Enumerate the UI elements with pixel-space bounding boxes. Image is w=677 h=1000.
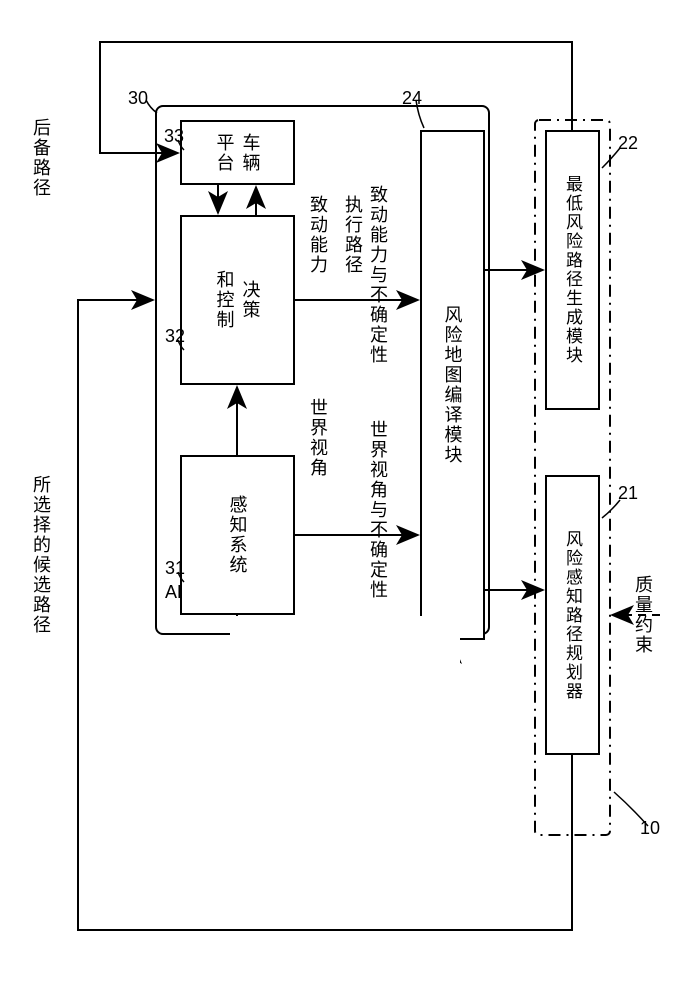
ref-33: 33: [164, 126, 184, 147]
act-cap-label: 致动能力: [305, 195, 331, 275]
world-uncert-label: 世界视角与不确定性: [365, 420, 391, 600]
decision-box: 和控制 决策: [180, 215, 295, 385]
ref-31: 31: [165, 558, 185, 579]
min-risk-label: 最低风险路径生成模块: [560, 175, 585, 365]
ref-22: 22: [618, 133, 638, 154]
ref-32: 32: [165, 326, 185, 347]
perception-label: 感知系统: [225, 495, 251, 575]
risk-planner-box: 风险感知路径规划器: [545, 475, 600, 755]
decision-label-1: 决策: [238, 270, 264, 330]
risk-map-label: 风险地图编译模块: [440, 305, 466, 465]
ref-21: 21: [618, 483, 638, 504]
risk-map-box: 风险地图编译模块: [420, 130, 485, 640]
vehicle-label-1: 车辆: [238, 133, 264, 173]
vehicle-label-2: 平台: [212, 133, 238, 173]
vehicle-box: 平台 车辆: [180, 120, 295, 185]
risk-planner-label: 风险感知路径规划器: [560, 530, 585, 701]
selected-path-label: 所选择的候选路径: [28, 475, 54, 635]
backup-path-label: 后备路径: [28, 118, 54, 198]
ref-30: 30: [128, 88, 148, 109]
min-risk-box: 最低风险路径生成模块: [545, 130, 600, 410]
exec-path-label: 执行路径: [340, 195, 366, 275]
act-uncert-label: 致动能力与不确定性: [365, 185, 391, 365]
perception-box: 感知系统: [180, 455, 295, 615]
ref-10: 10: [640, 818, 660, 839]
world-view-label: 世界视角: [305, 398, 331, 478]
decision-label-2: 和控制: [212, 270, 238, 330]
ref-24: 24: [402, 88, 422, 109]
quality-const-label: 质量约束: [630, 575, 656, 655]
